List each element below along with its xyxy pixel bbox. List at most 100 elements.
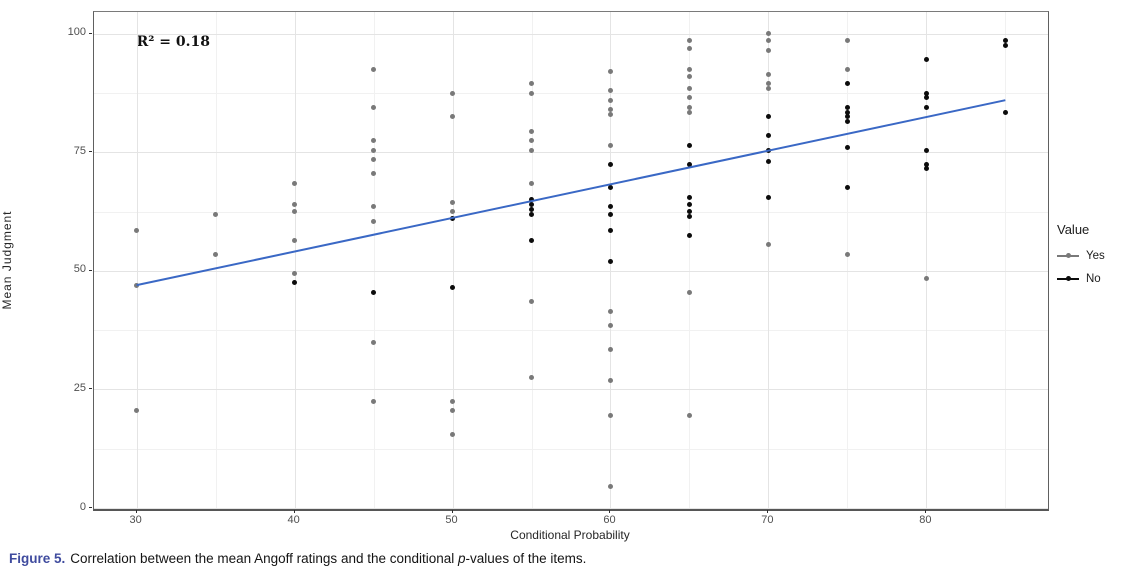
y-axis-title: Mean Judgment xyxy=(0,210,14,310)
data-point-yes xyxy=(371,339,377,345)
data-point-yes xyxy=(529,375,534,381)
data-point-yes xyxy=(450,114,456,120)
data-point-no xyxy=(686,209,692,215)
r-squared-annotation: R² = 0.18 xyxy=(136,34,210,51)
x-axis-tick xyxy=(609,510,611,513)
gridline-minor-vertical xyxy=(689,12,691,509)
x-axis-tick xyxy=(767,510,769,513)
data-point-yes xyxy=(686,109,692,115)
gridline-major-vertical xyxy=(452,12,454,509)
data-point-yes xyxy=(529,128,534,134)
data-point-no xyxy=(686,213,692,219)
data-point-no xyxy=(1002,43,1008,49)
data-point-yes xyxy=(371,104,377,110)
data-point-yes xyxy=(607,142,613,148)
data-point-no xyxy=(686,202,692,208)
gridline-major-horizontal xyxy=(94,33,1048,35)
data-point-yes xyxy=(765,81,771,87)
data-point-no xyxy=(923,90,929,96)
y-axis-tick-label: 50 xyxy=(73,263,86,276)
data-point-no xyxy=(765,159,771,165)
data-point-no xyxy=(1002,38,1008,44)
data-point-yes xyxy=(607,346,613,352)
plot-panel: R² = 0.18 xyxy=(93,11,1049,511)
y-axis-tick-label: 0 xyxy=(79,500,86,513)
gridline-major-vertical xyxy=(926,12,928,509)
data-point-yes xyxy=(371,138,377,144)
data-point-yes xyxy=(607,413,613,419)
legend-entry-label: No xyxy=(1086,272,1101,285)
data-point-yes xyxy=(607,322,613,328)
y-axis-tick xyxy=(89,507,92,509)
x-axis-title: Conditional Probability xyxy=(510,528,630,542)
regression-line xyxy=(136,99,1006,287)
data-point-no xyxy=(371,289,377,295)
data-point-yes xyxy=(686,38,692,44)
data-point-yes xyxy=(371,156,377,162)
data-point-no xyxy=(607,204,613,210)
data-point-no xyxy=(686,194,692,200)
data-point-yes xyxy=(371,218,377,224)
data-point-yes xyxy=(765,38,771,44)
figure-caption: Figure 5. Correlation between the mean An… xyxy=(9,551,1119,566)
x-axis-tick xyxy=(135,510,137,513)
x-axis-tick xyxy=(925,510,927,513)
data-point-yes xyxy=(686,66,692,72)
caption-label: Figure 5. xyxy=(9,551,66,566)
data-point-yes xyxy=(134,228,140,234)
data-point-yes xyxy=(686,413,692,419)
gridline-major-horizontal xyxy=(94,152,1048,154)
data-point-yes xyxy=(765,31,771,37)
data-point-no xyxy=(607,211,613,217)
data-point-yes xyxy=(529,90,534,96)
data-point-yes xyxy=(529,138,534,144)
legend-entry-no: No xyxy=(1057,270,1105,287)
data-point-yes xyxy=(529,147,534,153)
data-point-yes xyxy=(607,107,613,113)
legend-entry-yes: Yes xyxy=(1057,247,1105,264)
x-axis-tick-label: 40 xyxy=(287,514,300,526)
y-axis-tick-label: 75 xyxy=(73,144,86,157)
gridline-minor-horizontal xyxy=(94,448,1048,450)
data-point-no xyxy=(923,166,929,172)
data-point-yes xyxy=(292,202,298,208)
data-point-no xyxy=(923,95,929,101)
data-point-no xyxy=(686,232,692,238)
data-point-no xyxy=(765,194,771,200)
legend: Value Yes No xyxy=(1057,222,1105,293)
data-point-no xyxy=(1002,109,1008,115)
legend-entry-label: Yes xyxy=(1086,249,1105,262)
data-point-yes xyxy=(923,275,929,281)
data-point-yes xyxy=(607,88,613,94)
data-point-no xyxy=(923,161,929,167)
data-point-no xyxy=(529,206,534,212)
data-point-no xyxy=(607,228,613,234)
data-point-yes xyxy=(529,180,534,186)
gridline-minor-vertical xyxy=(215,12,217,509)
x-axis-tick-label: 70 xyxy=(761,514,774,526)
data-point-yes xyxy=(765,242,771,248)
data-point-yes xyxy=(529,299,534,305)
caption-text-end: -values of the items. xyxy=(465,551,587,566)
data-point-yes xyxy=(450,432,456,438)
y-axis-tick xyxy=(89,269,92,271)
data-point-no xyxy=(686,161,692,167)
data-point-yes xyxy=(134,408,140,414)
data-point-no xyxy=(529,197,534,203)
gridline-major-vertical xyxy=(136,12,138,509)
caption-text: Correlation between the mean Angoff rati… xyxy=(70,551,459,566)
gridline-minor-horizontal xyxy=(94,330,1048,332)
gridline-minor-vertical xyxy=(531,12,533,509)
data-point-no xyxy=(450,285,456,291)
no-point-marker-icon xyxy=(1057,274,1079,283)
gridline-minor-vertical xyxy=(1005,12,1007,509)
data-point-yes xyxy=(844,251,850,257)
data-point-yes xyxy=(686,95,692,101)
data-point-yes xyxy=(292,237,298,243)
gridline-major-horizontal xyxy=(94,389,1048,391)
data-point-yes xyxy=(371,147,377,153)
data-point-no xyxy=(844,81,850,87)
data-point-yes xyxy=(450,199,456,205)
data-point-yes xyxy=(686,104,692,110)
